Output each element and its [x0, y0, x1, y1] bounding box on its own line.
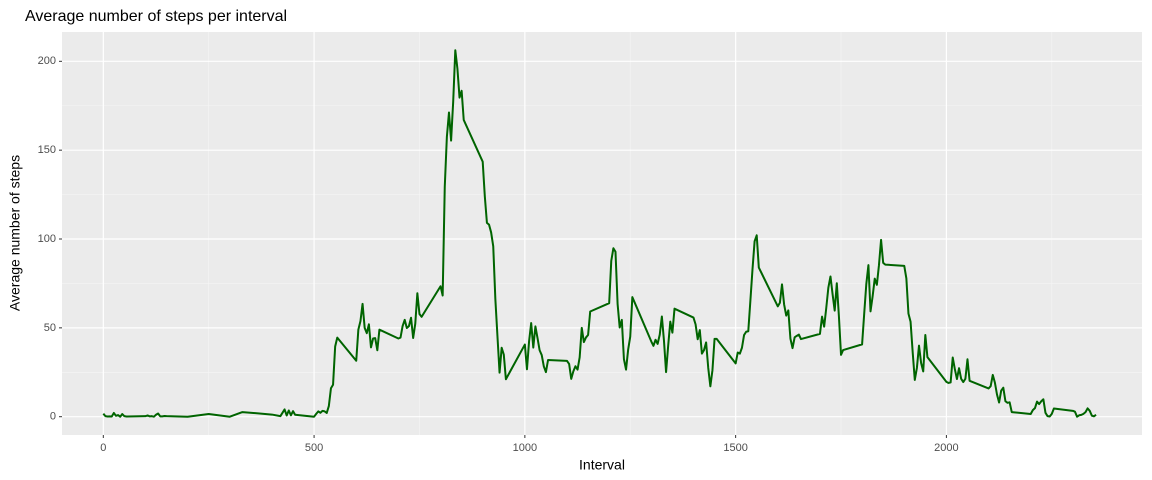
plot-panel [62, 32, 1142, 435]
y-tick-label: 150 [38, 144, 56, 156]
y-tick-label: 200 [38, 55, 56, 67]
line [102, 49, 1097, 418]
x-tick-label: 1500 [723, 442, 747, 454]
y-tick-label: 100 [38, 233, 56, 245]
y-tick-label: 0 [50, 411, 56, 423]
x-tick-label: 1000 [513, 442, 537, 454]
x-tick-label: 500 [305, 442, 323, 454]
y-tick-label: 50 [44, 322, 56, 334]
x-axis-title: Interval [579, 457, 625, 473]
chart-title: Average number of steps per interval [25, 8, 287, 25]
x-tick-label: 2000 [934, 442, 958, 454]
y-axis-title: Average number of steps [7, 155, 23, 311]
x-tick-label: 0 [100, 442, 106, 454]
